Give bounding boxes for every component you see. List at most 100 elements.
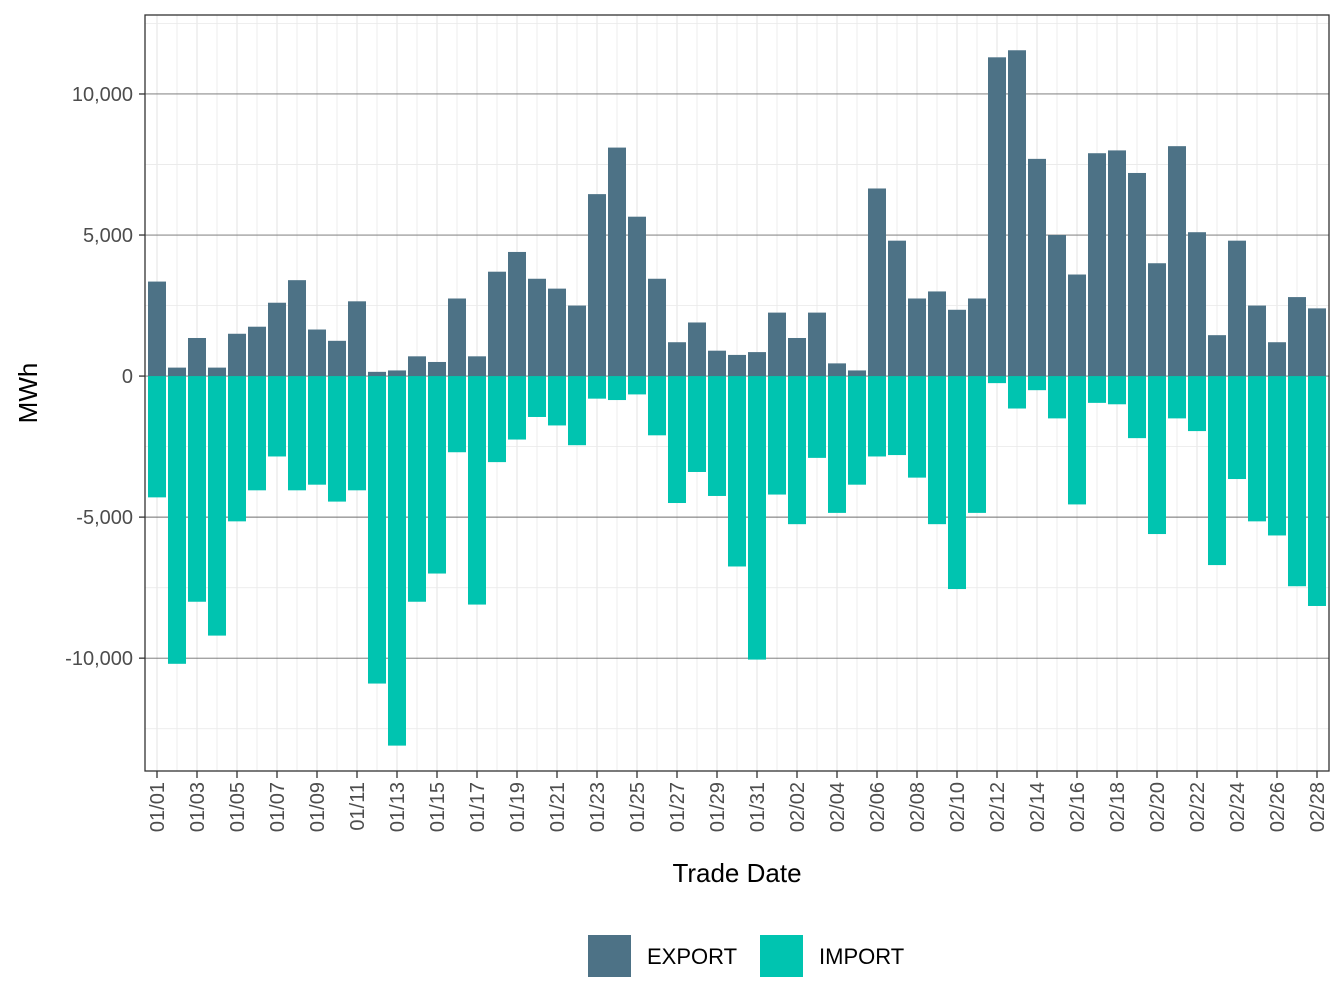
bar-export [308,329,326,377]
bar-import [1248,376,1266,522]
bar-import [148,376,166,498]
bar-import [628,376,646,395]
bar-import [928,376,946,525]
x-tick-label: 01/23 [587,782,609,832]
x-tick-label: 02/18 [1107,782,1129,832]
bar-import [708,376,726,496]
bar-import [788,376,806,525]
bar-export [628,216,646,377]
x-axis: 01/01 01/03 01/05 01/07 01/09 01/11 01/13 01/15… [147,771,1329,832]
bar-export [748,352,766,377]
bar-import [1188,376,1206,432]
x-tick-label: 01/05 [227,782,249,832]
bar-export [408,356,426,377]
bar-import [228,376,246,522]
bar-import [1228,376,1246,480]
bar-import [868,376,886,457]
bar-export [1308,308,1326,377]
bar-import [668,376,686,504]
bar-export [708,350,726,377]
bar-import [1128,376,1146,439]
bar-export [1068,274,1086,377]
x-tick-label: 01/03 [187,782,209,832]
bar-import [508,376,526,440]
bar-export [1028,158,1046,377]
bar-import [888,376,906,456]
legend-key-export [588,935,631,977]
bar-import [768,376,786,495]
bar-import [748,376,766,660]
legend: EXPORT IMPORT [588,935,904,977]
bar-export [968,298,986,377]
bar-export [1148,263,1166,377]
bar-import [1008,376,1026,409]
bar-export [1288,297,1306,377]
bar-export [468,356,486,377]
x-tick-label: 02/14 [1027,782,1049,832]
bar-export [188,337,206,377]
x-tick-label: 01/09 [307,782,329,832]
bar-import [1068,376,1086,505]
x-tick-label: 02/28 [1307,782,1329,832]
bar-import [588,376,606,399]
bar-export [568,305,586,377]
bar-import [388,376,406,746]
bar-export [728,354,746,377]
x-tick-label: 02/16 [1067,782,1089,832]
bar-export [1108,150,1126,377]
bar-export [248,326,266,377]
bar-export [808,312,826,377]
bar-export [908,298,926,377]
bar-import [1208,376,1226,566]
bar-import [968,376,986,513]
bar-export [988,57,1006,377]
bar-import [548,376,566,426]
y-tick-label: 0 [122,366,133,388]
bar-export [508,251,526,377]
y-axis: -10,000 -5,000 0 5,000 10,000 [65,84,145,670]
legend-key-import [760,935,803,977]
bar-import [1268,376,1286,536]
bar-export [608,147,626,377]
bar-export [588,194,606,377]
x-tick-label: 01/19 [507,782,529,832]
bar-import [1088,376,1106,403]
bar-import [208,376,226,636]
bar-export [348,301,366,377]
bar-export [208,367,226,377]
bar-import [828,376,846,513]
bar-export [488,271,506,377]
x-tick-label: 01/27 [667,782,689,832]
bar-export [768,312,786,377]
bar-import [1028,376,1046,391]
bar-import [1108,376,1126,405]
bars [148,50,1326,746]
bar-import [448,376,466,453]
bar-import [1308,376,1326,606]
bar-export [668,342,686,377]
y-axis-title: MWh [13,363,43,424]
bar-import [248,376,266,491]
bar-import [568,376,586,446]
x-tick-label: 02/10 [947,782,969,832]
bar-export [948,309,966,377]
bar-import [1168,376,1186,419]
x-tick-label: 01/13 [387,782,409,832]
x-tick-label: 02/06 [867,782,889,832]
legend-label-import: IMPORT [819,944,904,969]
x-tick-label: 01/31 [747,782,769,832]
bar-import [988,376,1006,384]
bar-export [648,278,666,377]
y-tick-label: 5,000 [83,225,133,247]
bar-export [1228,240,1246,377]
plot-panel-border [144,14,1330,772]
bar-import [348,376,366,491]
bar-export [1248,305,1266,377]
bar-export [288,280,306,377]
bar-export [788,337,806,377]
bar-import [368,376,386,684]
x-tick-label: 01/07 [267,782,289,832]
bar-import [648,376,666,436]
bar-import [608,376,626,401]
